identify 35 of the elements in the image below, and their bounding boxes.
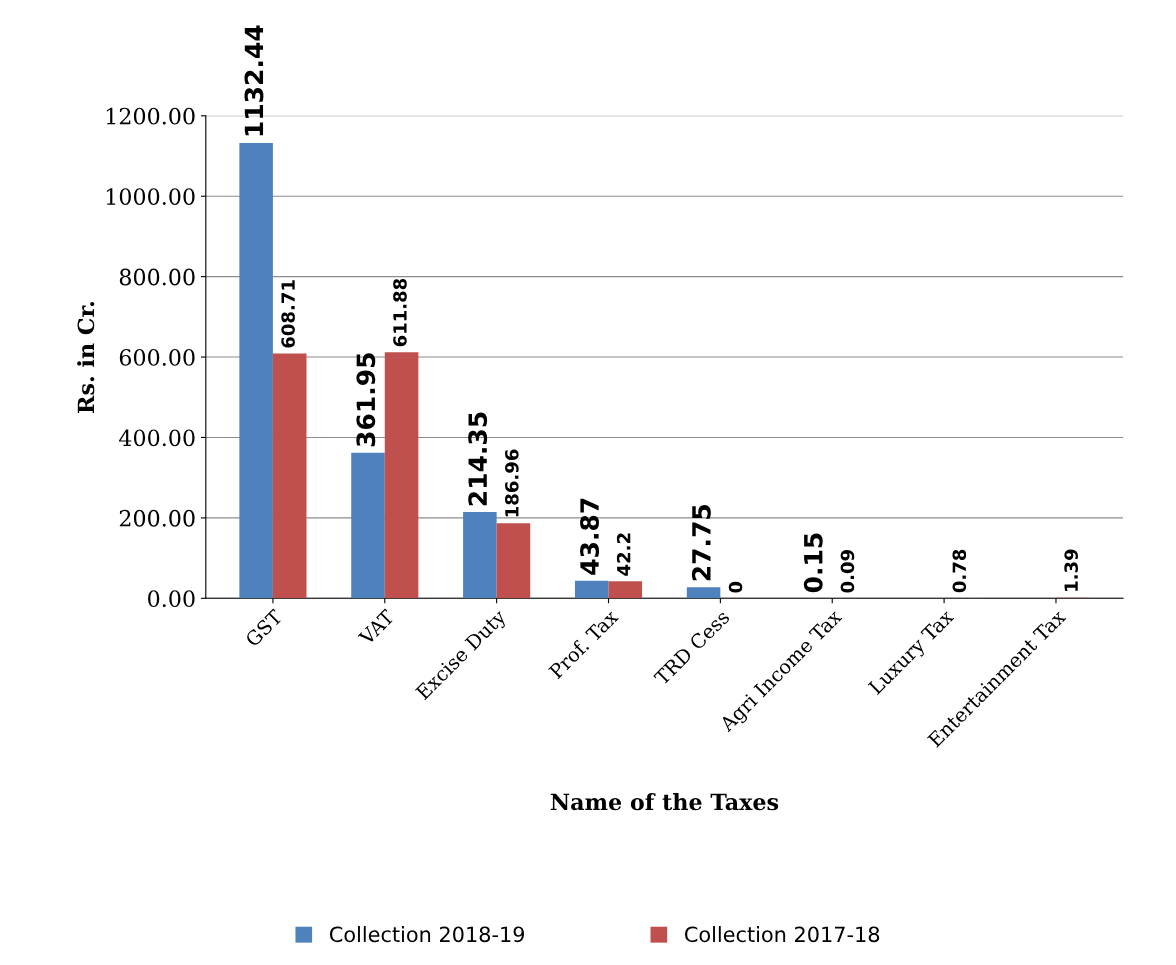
y-tick-label: 600.00 xyxy=(119,349,195,366)
bar xyxy=(686,587,721,599)
data-label: 0.78 xyxy=(952,549,967,593)
data-label: 611.88 xyxy=(393,278,407,347)
data-label: 0 xyxy=(728,581,743,593)
data-label: 0.15 xyxy=(803,533,823,593)
legend-label: Collection 2018-19 xyxy=(329,926,525,943)
data-label: 214.35 xyxy=(468,412,488,506)
bar xyxy=(351,452,385,599)
bar xyxy=(496,523,531,599)
data-label: 42.2 xyxy=(616,533,631,576)
data-label: 1.39 xyxy=(1064,549,1078,591)
y-tick-label: 200.00 xyxy=(119,509,195,527)
data-label: 43.87 xyxy=(580,498,599,575)
y-tick-label: 1000.00 xyxy=(106,188,195,205)
y-tick-label: 1200.00 xyxy=(106,107,195,125)
data-label: 27.75 xyxy=(691,504,711,581)
data-label: 186.96 xyxy=(505,449,519,517)
legend-label: Collection 2017-18 xyxy=(685,926,880,943)
x-axis-title: Name of the Taxes xyxy=(550,793,779,811)
data-label: 0.09 xyxy=(840,550,855,593)
data-label: 608.71 xyxy=(281,280,295,348)
y-tick-label: 800.00 xyxy=(119,268,195,286)
y-axis-title: Rs. in Cr. xyxy=(77,301,95,413)
bar xyxy=(574,580,609,599)
y-tick-label: 400.00 xyxy=(119,429,195,447)
bar xyxy=(272,353,307,599)
bar xyxy=(463,512,497,599)
bar xyxy=(384,352,419,599)
bar xyxy=(239,142,273,599)
y-tick-label: 0.00 xyxy=(148,590,195,608)
bar xyxy=(608,581,643,599)
data-label: 361.95 xyxy=(356,353,376,447)
data-label: 1132.44 xyxy=(244,25,264,136)
x-tick-label: VAT xyxy=(357,608,396,646)
